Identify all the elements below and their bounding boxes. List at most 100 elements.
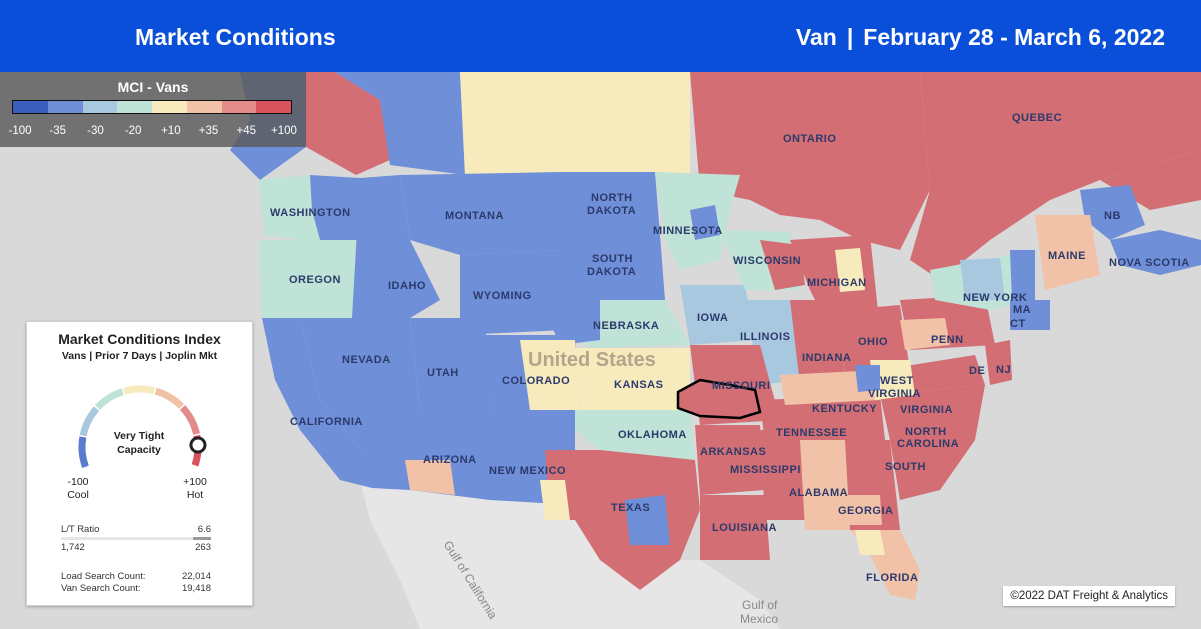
label-gulf-of-mexico-1: Gulf of: [742, 598, 778, 612]
region-utah: [410, 318, 490, 410]
region-nj: [985, 340, 1012, 385]
legend-tick: -20: [124, 125, 142, 137]
label-new-york: NEW YORK: [963, 292, 1027, 304]
region-ontario: [690, 72, 930, 250]
label-nevada: NEVADA: [342, 354, 391, 366]
legend-tick: -35: [49, 125, 67, 137]
label-minnesota: MINNESOTA: [653, 225, 723, 237]
gauge-segment: [179, 405, 200, 435]
lt-ratio-label: L/T Ratio: [61, 524, 100, 535]
region-south-dakota: [560, 235, 665, 300]
region-california: [262, 318, 372, 488]
legend-color-bar: [12, 100, 292, 114]
legend-bin: [186, 101, 222, 113]
region-montana: [400, 172, 560, 255]
label-ohio: OHIO: [858, 336, 888, 348]
label-south-carolina: SOUTH: [885, 461, 926, 473]
label-south-dakota-1: SOUTH: [592, 253, 633, 265]
label-kentucky: KENTUCKY: [812, 403, 877, 415]
region-oklahoma: [575, 410, 695, 460]
label-utah: UTAH: [427, 367, 459, 379]
label-wyoming: WYOMING: [473, 290, 532, 302]
label-mississippi: MISSISSIPPI: [730, 464, 801, 476]
label-arizona: ARIZONA: [423, 454, 477, 466]
card-subtitle: Vans | Prior 7 Days | Joplin Mkt: [61, 350, 218, 362]
label-arkansas: ARKANSAS: [700, 446, 766, 458]
label-indiana: INDIANA: [802, 352, 851, 364]
lt-ratio-bar-fill: [193, 537, 211, 540]
load-search-label: Load Search Count:: [61, 571, 146, 582]
gauge-min: -100 Cool: [58, 476, 98, 502]
legend-tick: +10: [161, 125, 181, 137]
label-virginia: VIRGINIA: [900, 404, 953, 416]
legend-bin: [256, 101, 291, 113]
region-maine: [1035, 215, 1100, 290]
page-title: Market Conditions: [135, 24, 336, 50]
label-maine: MAINE: [1048, 250, 1086, 262]
joplin-market-outline[interactable]: [676, 378, 762, 420]
label-oregon: OREGON: [289, 274, 341, 286]
label-tennessee: TENNESSEE: [776, 427, 847, 439]
label-west-virginia-2: VIRGINIA: [868, 388, 921, 400]
region-quebec: [910, 72, 1201, 280]
label-florida: FLORIDA: [866, 572, 918, 584]
legend-tick: +45: [236, 125, 257, 137]
region-tx-cream: [540, 480, 570, 520]
label-colorado: COLORADO: [502, 375, 570, 387]
van-search-value: 19,418: [181, 583, 211, 594]
status-line-1: Very Tight: [113, 430, 165, 442]
legend-bin: [82, 101, 118, 113]
label-montana: MONTANA: [445, 210, 504, 222]
label-south-dakota-2: DAKOTA: [587, 266, 636, 278]
label-kansas: KANSAS: [614, 379, 663, 391]
mci-map[interactable]: ONTARIO QUEBEC WASHINGTON MONTANA NORTH …: [0, 72, 1201, 629]
label-california: CALIFORNIA: [290, 416, 363, 428]
loads-count: 1,742: [61, 542, 85, 553]
label-ontario: ONTARIO: [783, 133, 836, 145]
region-oregon: [258, 240, 360, 318]
lt-ratio-value: 6.6: [197, 524, 211, 535]
trucks-count: 263: [195, 542, 211, 553]
color-legend: MCI - Vans -100 -35 -30 -20 +10 +35 +45 +100: [0, 72, 306, 147]
label-georgia: GEORGIA: [838, 505, 893, 517]
label-washington: WASHINGTON: [270, 207, 351, 219]
region-mn-blue: [690, 205, 720, 240]
gauge-segment: [123, 385, 156, 395]
load-search-value: 22,014: [181, 571, 211, 582]
card-title: Market Conditions Index: [58, 331, 221, 347]
gauge-status: Very Tight Capacity: [89, 429, 189, 457]
label-penn: PENN: [931, 334, 964, 346]
region-arkansas: [695, 425, 765, 495]
region-fl-cream: [855, 530, 885, 555]
region-louisiana: [700, 495, 770, 560]
region-tx-blue: [625, 495, 670, 545]
region-ma: [1010, 300, 1050, 330]
region-west-virginia: [870, 360, 915, 400]
mci-gauge: [78, 385, 207, 469]
gauge-max: +100 Hot: [175, 476, 215, 502]
region-iowa: [680, 285, 755, 345]
min-label: Cool: [67, 489, 89, 501]
legend-bin: [47, 101, 83, 113]
status-line-2: Capacity: [117, 444, 161, 456]
mexico-land: [360, 480, 780, 629]
region-sask: [335, 72, 465, 175]
legend-bin: [152, 101, 187, 113]
header-bar: Market Conditions Van | February 28 - Marc…: [0, 0, 1201, 72]
region-kentucky: [780, 370, 880, 405]
label-united-states: United States: [528, 349, 656, 371]
label-quebec: QUEBEC: [1012, 112, 1062, 124]
label-nebraska: NEBRASKA: [593, 320, 659, 332]
min-value: -100: [67, 476, 89, 488]
label-iowa: IOWA: [697, 312, 728, 324]
label-west-virginia-1: WEST: [880, 375, 914, 387]
label-gulf-of-mexico-2: Mexico: [740, 612, 778, 626]
region-nb: [1080, 185, 1145, 240]
gauge-segment: [94, 388, 125, 411]
label-nb: NB: [1104, 210, 1121, 222]
baja-land: [372, 488, 452, 629]
label-wisconsin: WISCONSIN: [733, 255, 801, 267]
legend-tick: -100: [8, 125, 32, 137]
region-mississippi: [760, 430, 805, 520]
